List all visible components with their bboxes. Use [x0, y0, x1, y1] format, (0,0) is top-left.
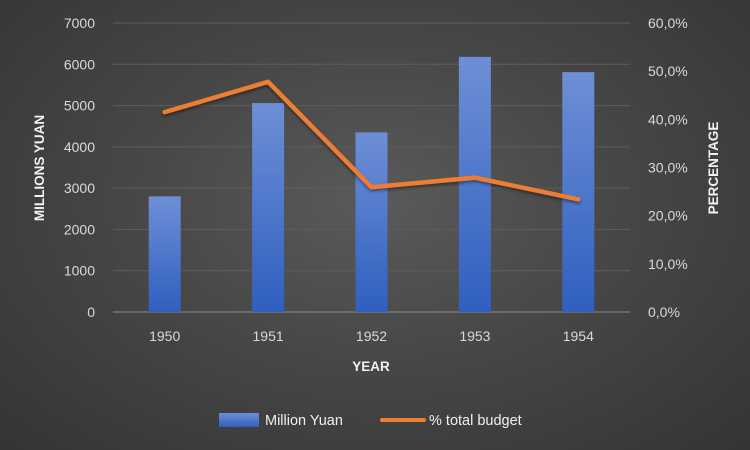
line-series	[162, 79, 581, 202]
legend-swatch-million-yuan	[219, 413, 259, 427]
y2-tick-label: 50,0%	[648, 63, 688, 79]
y-tick-label: 1000	[64, 263, 95, 279]
y-axis-ticks: 0 1000 2000 3000 4000 5000 6000 7000	[64, 15, 95, 320]
y2-tick-label: 60,0%	[648, 15, 688, 31]
bar-1950	[148, 196, 181, 312]
y-tick-label: 4000	[64, 139, 95, 155]
y2-tick-label: 30,0%	[648, 160, 688, 176]
x-tick-label: 1952	[356, 328, 387, 344]
x-axis-ticks: 1950 1951 1952 1953 1954	[149, 328, 594, 344]
x-axis-title: YEAR	[352, 359, 390, 374]
legend: Million Yuan % total budget	[219, 413, 522, 429]
y2-axis-title: PERCENTAGE	[706, 122, 721, 215]
bar-1951	[252, 103, 285, 312]
x-tick-label: 1950	[149, 328, 180, 344]
x-tick-label: 1954	[563, 328, 594, 344]
x-tick-label: 1951	[253, 328, 284, 344]
y2-tick-label: 40,0%	[648, 111, 688, 127]
bar-1952	[355, 132, 388, 312]
y-tick-label: 0	[87, 304, 95, 320]
y-tick-label: 7000	[64, 15, 95, 31]
line-total-budget	[162, 79, 581, 202]
y2-axis-ticks: 0,0% 10,0% 20,0% 30,0% 40,0% 50,0% 60,0%	[648, 15, 688, 320]
y-tick-label: 5000	[64, 98, 95, 114]
legend-label-million-yuan: Million Yuan	[265, 413, 343, 429]
y2-tick-label: 20,0%	[648, 208, 688, 224]
bar-1954	[562, 72, 595, 312]
bar-series	[148, 56, 595, 313]
y2-tick-label: 10,0%	[648, 256, 688, 272]
y2-tick-label: 0,0%	[648, 304, 680, 320]
y-tick-label: 3000	[64, 180, 95, 196]
bar-1953	[458, 56, 491, 313]
y-tick-label: 2000	[64, 221, 95, 237]
legend-label-total-budget: % total budget	[429, 413, 522, 429]
y-tick-label: 6000	[64, 56, 95, 72]
x-tick-label: 1953	[459, 328, 490, 344]
y-axis-title: MILLIONS YUAN	[32, 115, 47, 221]
